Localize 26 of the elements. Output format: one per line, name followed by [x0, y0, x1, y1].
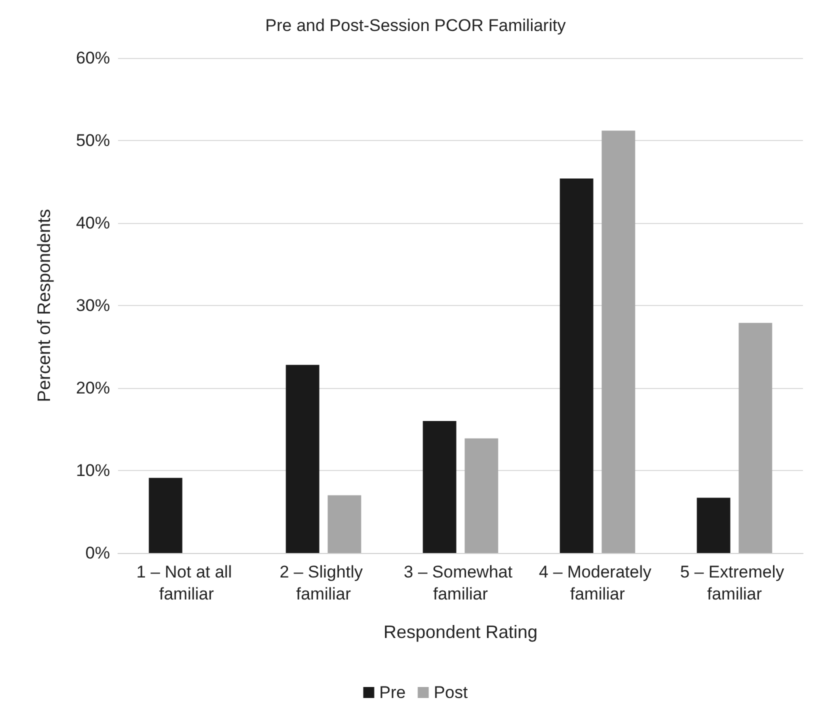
- x-tick-label: 4 – Moderately familiar: [538, 562, 656, 604]
- x-tick-label: 3 – Somewhat familiar: [404, 562, 518, 604]
- x-tick-label: 1 – Not at all familiar: [136, 562, 237, 604]
- legend-label: Post: [434, 683, 468, 702]
- y-tick-label: 20%: [76, 378, 110, 398]
- y-tick-label: 40%: [76, 214, 110, 232]
- bar: [602, 130, 636, 553]
- y-tick-label: 60%: [76, 48, 110, 68]
- legend-label: Pre: [379, 683, 406, 702]
- y-tick-label: 10%: [76, 461, 110, 480]
- bar: [148, 478, 182, 553]
- bar: [738, 322, 772, 553]
- y-tick-label: 0%: [85, 544, 110, 562]
- x-axis-title: Respondent Rating: [383, 622, 538, 642]
- bar: [286, 364, 320, 553]
- x-tick-label: 2 – Slightly familiar: [280, 562, 368, 604]
- bar: [560, 178, 594, 553]
- chart-title: Pre and Post-Session PCOR Familiarity: [265, 16, 566, 35]
- x-tick-label: 5 – Extremely familiar: [680, 562, 789, 604]
- bar: [328, 495, 362, 553]
- y-tick-label: 30%: [76, 296, 110, 315]
- bar: [422, 421, 456, 553]
- y-axis-title: Percent of Respondents: [34, 208, 54, 402]
- y-tick-label: 50%: [76, 131, 110, 150]
- bar: [696, 498, 730, 553]
- bar: [464, 438, 498, 553]
